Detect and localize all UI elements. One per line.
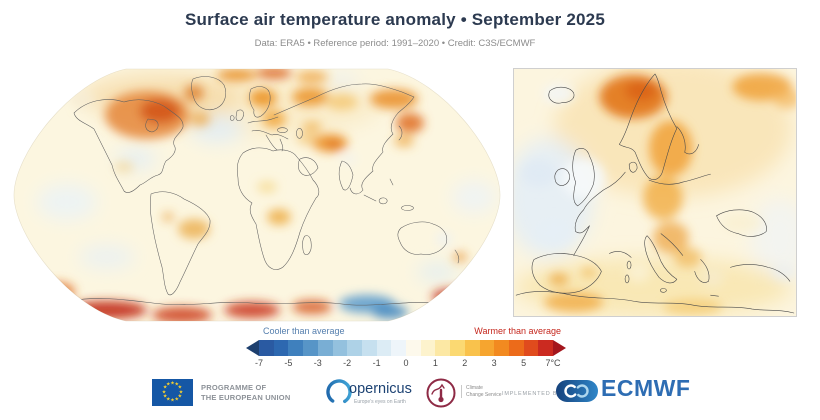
- eu-star-icon: ★: [162, 393, 168, 400]
- colorbar-segment: [464, 340, 480, 356]
- colorbar-segment: [450, 340, 465, 356]
- colorbar-segment: [347, 340, 362, 356]
- colorbar-arrow-left: [246, 340, 259, 356]
- eu-star-icon: ★: [177, 384, 183, 391]
- colorbar-segment: [479, 340, 495, 356]
- c3s-thermometer-icon: [426, 378, 456, 408]
- colorbar-segment: [538, 340, 554, 356]
- c3s-label-line1: Climate: [466, 385, 483, 391]
- colorbar-segment: [494, 340, 509, 356]
- copernicus-tagline: Europe's eyes on Earth: [354, 399, 406, 405]
- colorbar-tick-label: 7°C: [545, 358, 561, 368]
- eu-star-icon: ★: [161, 389, 167, 395]
- eu-programme-line2: THE EUROPEAN UNION: [201, 392, 291, 402]
- colorbar-tick-label: -1: [372, 358, 381, 368]
- colorbar-tick-label: -5: [284, 358, 293, 368]
- c3s-label-line2: Change Service: [466, 391, 502, 398]
- warmer-label: Warmer than average: [474, 326, 561, 336]
- colorbar-segment: [361, 340, 377, 356]
- colorbar-tick-label: 2: [462, 358, 468, 368]
- europe-anomaly-blobs: [514, 69, 796, 316]
- colorbar-tick-label: -7: [254, 358, 264, 368]
- colorbar-segment: [303, 340, 318, 356]
- colorbar-tick-label: -3: [313, 358, 322, 368]
- colorbar-segment: [376, 340, 392, 356]
- eu-star-icon: ★: [162, 384, 168, 391]
- implemented-by-label: IMPLEMENTED BY: [502, 391, 562, 397]
- cooler-label: Cooler than average: [263, 326, 345, 336]
- colorbar-tick-labels: -7 -5 -3 -2 -1 0 1 2 3 5 7°C: [246, 358, 566, 370]
- c3s-label: Climate Change Service: [461, 385, 502, 398]
- colorbar-tick-label: 1: [432, 358, 438, 368]
- world-anomaly-map: [13, 68, 501, 322]
- europe-anomaly-map: [513, 68, 797, 317]
- colorbar-segment: [259, 340, 274, 356]
- eu-star-icon: ★: [170, 380, 175, 387]
- eu-programme-line1: PROGRAMME OF: [201, 383, 267, 392]
- eu-star-icon: ★: [178, 389, 184, 395]
- eu-programme-text: PROGRAMME OF THE EUROPEAN UNION: [201, 383, 290, 402]
- eu-flag-logo: ★ ★ ★ ★ ★ ★ ★ ★ ★ ★ ★ ★: [152, 379, 193, 406]
- europe-coastlines: [515, 73, 795, 314]
- colorbar-segment: [332, 340, 348, 356]
- figure-title: Surface air temperature anomaly • Septem…: [185, 10, 605, 29]
- colorbar-segment: [406, 340, 421, 356]
- colorbar-segments: [259, 340, 554, 356]
- copernicus-swoosh-icon: [326, 379, 352, 405]
- colorbar-segment: [391, 340, 407, 356]
- copernicus-wordmark: opernicus: [349, 381, 412, 397]
- colorbar-segment: [508, 340, 524, 356]
- ecmwf-icon: [556, 380, 598, 402]
- eu-star-icon: ★: [177, 393, 183, 400]
- colorbar-segment: [420, 340, 436, 356]
- colorbar-tick-label: -2: [343, 358, 352, 368]
- colorbar-segment: [435, 340, 451, 356]
- eu-star-icon: ★: [174, 396, 179, 403]
- ecmwf-wordmark: ECMWF: [601, 375, 691, 401]
- colorbar-segment: [273, 340, 289, 356]
- colorbar-segment: [317, 340, 333, 356]
- colorbar-arrow-right: [553, 340, 566, 356]
- colorbar-segment: [288, 340, 304, 356]
- world-coastlines: [69, 76, 460, 306]
- colorbar-tick-label: 0: [403, 358, 409, 368]
- colorbar-tick-label: 5: [521, 358, 527, 368]
- eu-star-icon: ★: [166, 381, 171, 388]
- eu-star-icon: ★: [170, 397, 175, 404]
- figure-subtitle: Data: ERA5 • Reference period: 1991–2020…: [254, 38, 536, 49]
- colorbar-segment: [523, 340, 539, 356]
- eu-star-icon: ★: [174, 381, 179, 388]
- colorbar-tick-label: 3: [491, 358, 497, 368]
- eu-star-icon: ★: [166, 396, 171, 403]
